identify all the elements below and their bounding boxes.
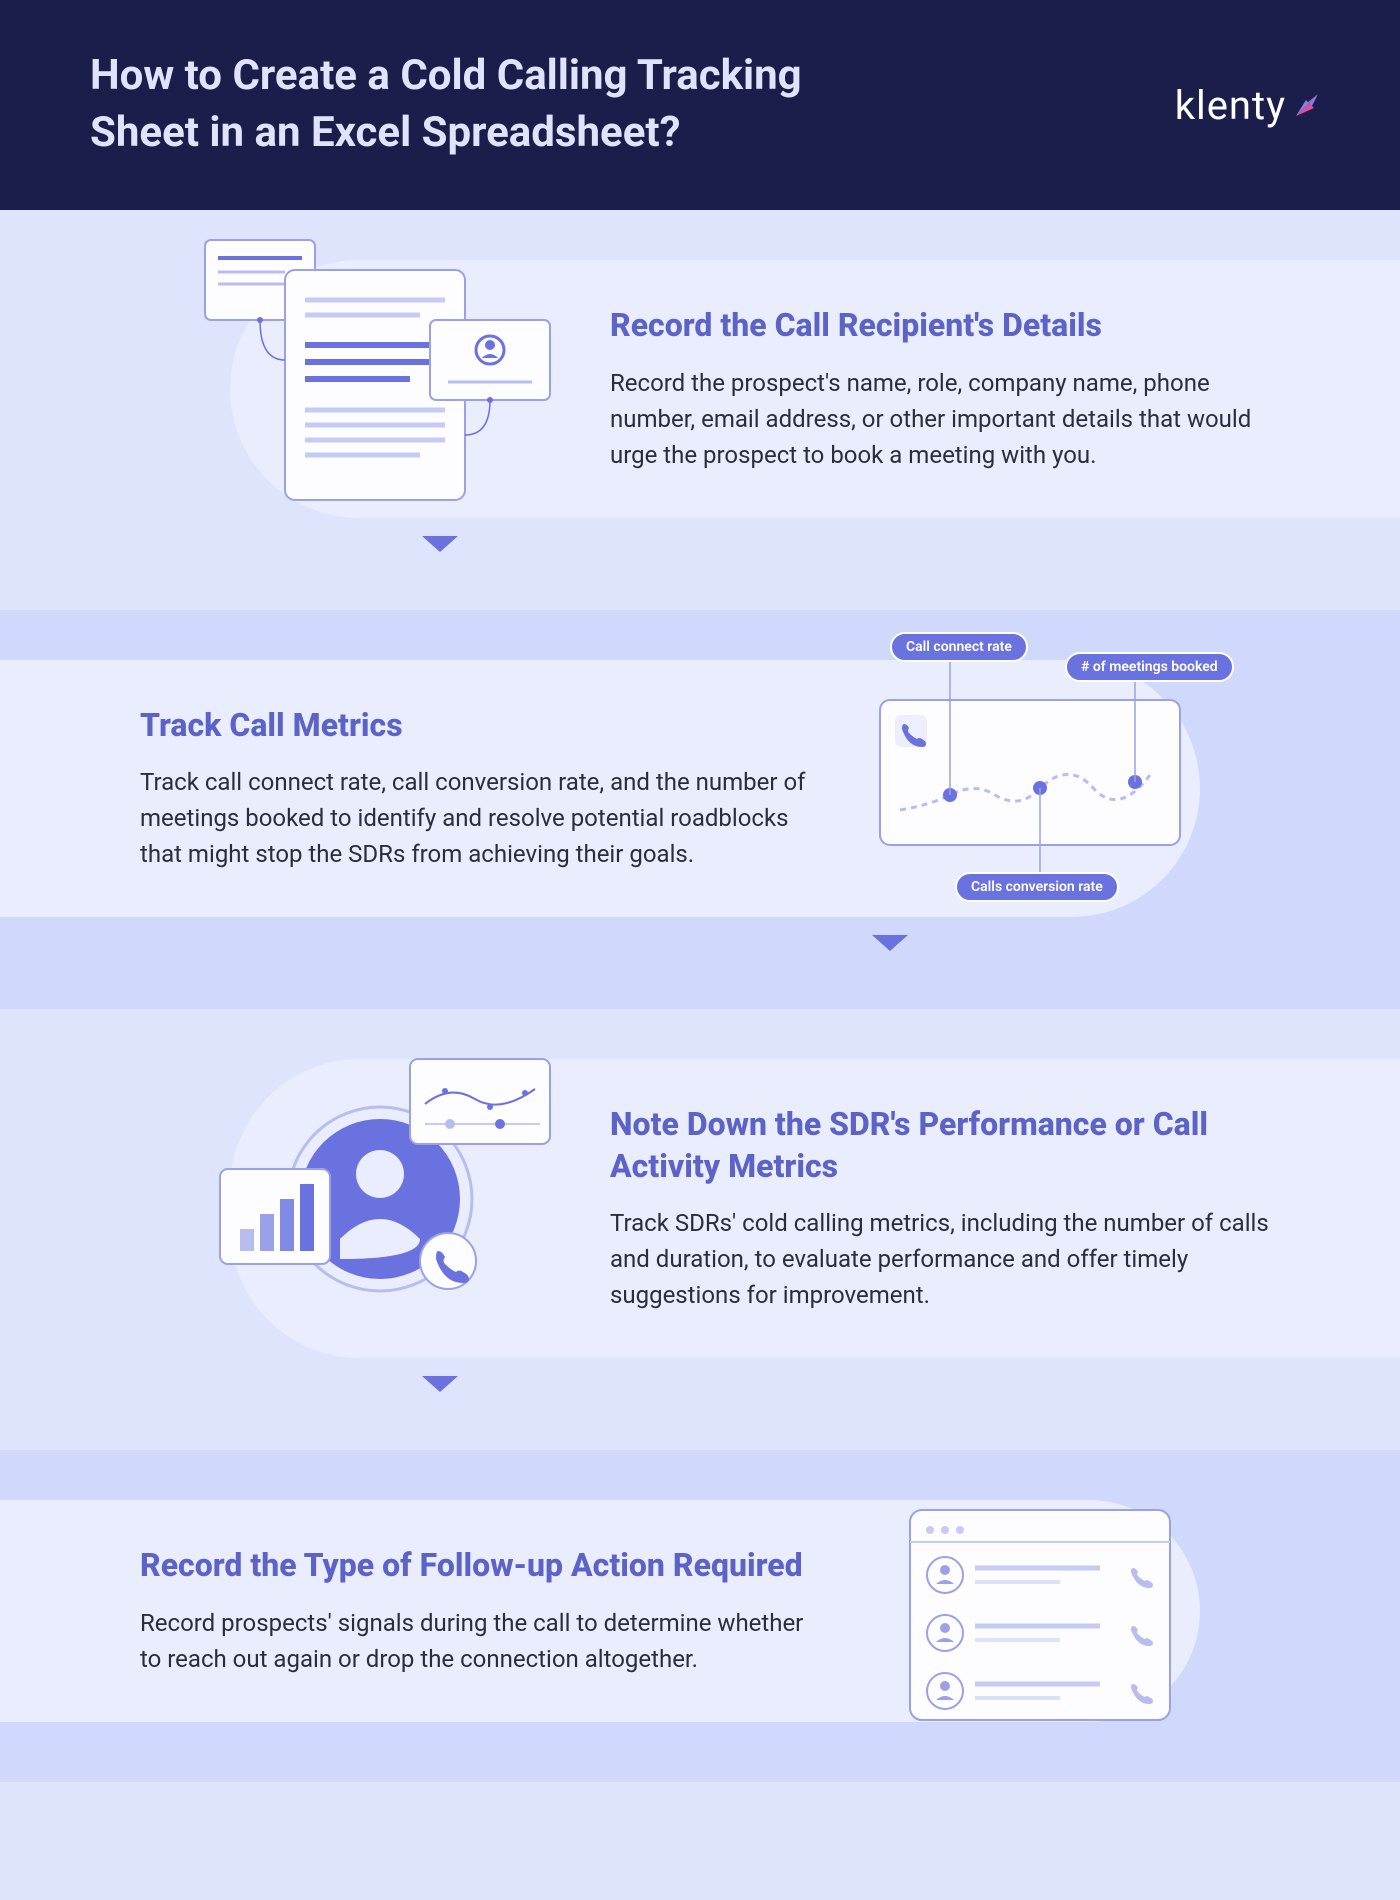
step-4: Record the Type of Follow-up Action Requ… bbox=[0, 1450, 1400, 1782]
step-3: Note Down the SDR's Performance or Call … bbox=[0, 1009, 1400, 1450]
badge-conversion-rate: Calls conversion rate bbox=[955, 872, 1119, 902]
step-3-title: Note Down the SDR's Performance or Call … bbox=[610, 1104, 1280, 1187]
step-2-card: Call connect rate # of meetings booked C… bbox=[0, 660, 1200, 918]
brand-name: klenty bbox=[1175, 82, 1286, 129]
page-title: How to Create a Cold Calling Tracking Sh… bbox=[90, 48, 910, 161]
content: Record the Call Recipient's Details Reco… bbox=[0, 210, 1400, 1782]
step-1: Record the Call Recipient's Details Reco… bbox=[0, 210, 1400, 610]
step-4-body: Record prospects' signals during the cal… bbox=[140, 1605, 820, 1677]
arrow-down-icon bbox=[0, 530, 1300, 562]
badge-meetings-booked: # of meetings booked bbox=[1065, 652, 1234, 682]
step-2-body: Track call connect rate, call conversion… bbox=[140, 764, 820, 872]
step-4-card: Record the Type of Follow-up Action Requ… bbox=[0, 1500, 1200, 1722]
step-1-title: Record the Call Recipient's Details bbox=[610, 305, 1280, 347]
step-3-body: Track SDRs' cold calling metrics, includ… bbox=[610, 1205, 1280, 1313]
badge-connect-rate: Call connect rate bbox=[890, 632, 1028, 662]
arrow-down-icon bbox=[480, 929, 1300, 961]
step-4-title: Record the Type of Follow-up Action Requ… bbox=[140, 1545, 820, 1587]
illustration-sdr-icon bbox=[200, 1049, 570, 1309]
illustration-chart-icon: Call connect rate # of meetings booked C… bbox=[820, 630, 1220, 910]
step-2: Call connect rate # of meetings booked C… bbox=[0, 610, 1400, 1010]
brand-arrow-icon bbox=[1294, 92, 1320, 118]
arrow-down-icon bbox=[0, 1370, 1300, 1402]
step-1-card: Record the Call Recipient's Details Reco… bbox=[230, 260, 1400, 518]
illustration-documents-icon bbox=[190, 230, 560, 510]
header: How to Create a Cold Calling Tracking Sh… bbox=[0, 0, 1400, 210]
brand-logo: klenty bbox=[1175, 82, 1320, 129]
step-1-body: Record the prospect's name, role, compan… bbox=[610, 365, 1280, 473]
step-3-card: Note Down the SDR's Performance or Call … bbox=[230, 1059, 1400, 1358]
illustration-contacts-list-icon bbox=[890, 1500, 1190, 1730]
step-2-title: Track Call Metrics bbox=[140, 705, 820, 747]
